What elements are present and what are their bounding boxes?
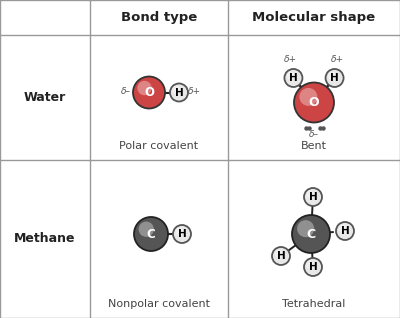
Circle shape [297, 220, 314, 237]
Text: H: H [277, 251, 285, 261]
Text: δ+: δ+ [284, 55, 297, 64]
Text: H: H [309, 192, 317, 202]
Circle shape [292, 215, 330, 253]
Circle shape [172, 86, 180, 94]
Circle shape [134, 217, 168, 251]
Circle shape [299, 88, 318, 106]
Circle shape [133, 77, 165, 108]
Text: C: C [147, 227, 155, 240]
Text: Methane: Methane [14, 232, 76, 245]
Text: Polar covalent: Polar covalent [120, 141, 198, 151]
Text: C: C [306, 227, 316, 240]
Circle shape [338, 225, 346, 232]
Text: O: O [144, 86, 154, 99]
Text: Water: Water [24, 91, 66, 104]
Circle shape [306, 260, 314, 268]
Circle shape [326, 69, 344, 87]
Circle shape [328, 72, 336, 80]
Text: O: O [309, 96, 319, 109]
Circle shape [287, 72, 295, 80]
Text: Bent: Bent [301, 141, 327, 151]
Circle shape [294, 82, 334, 122]
Circle shape [138, 222, 154, 237]
Circle shape [306, 190, 314, 198]
Circle shape [304, 188, 322, 206]
Circle shape [336, 222, 354, 240]
Text: δ–: δ– [309, 130, 319, 139]
Circle shape [137, 81, 152, 95]
Circle shape [274, 249, 282, 258]
Text: δ+: δ+ [331, 55, 344, 64]
Text: H: H [178, 229, 186, 239]
Text: Bond type: Bond type [121, 11, 197, 24]
Text: H: H [330, 73, 339, 83]
Text: H: H [289, 73, 298, 83]
Text: δ+: δ+ [188, 87, 200, 96]
Circle shape [173, 225, 191, 243]
Text: δ–: δ– [121, 87, 131, 96]
Circle shape [176, 227, 184, 236]
Text: H: H [175, 87, 183, 98]
Circle shape [272, 247, 290, 265]
Text: Molecular shape: Molecular shape [252, 11, 376, 24]
Text: Tetrahedral: Tetrahedral [282, 299, 346, 309]
Circle shape [170, 84, 188, 101]
Text: H: H [341, 226, 349, 236]
Circle shape [304, 258, 322, 276]
Text: Nonpolar covalent: Nonpolar covalent [108, 299, 210, 309]
Text: H: H [309, 262, 317, 272]
Circle shape [284, 69, 302, 87]
